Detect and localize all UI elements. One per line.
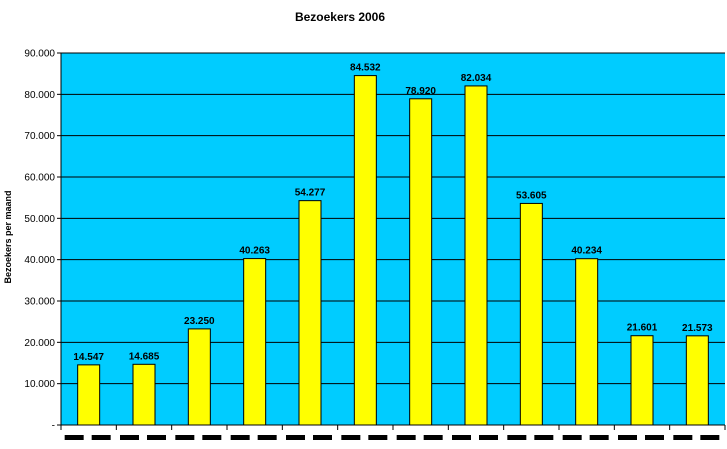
x-category-label-placeholder xyxy=(147,435,166,440)
y-axis-ticks: - 10.000 20.000 30.000 40.000 50.000 60.000 70.… xyxy=(24,49,62,432)
y-tick-label: 10.000 xyxy=(24,379,55,390)
data-label: 21.573 xyxy=(682,323,713,334)
y-axis-label: Bezoekers per maand xyxy=(3,190,13,283)
bar xyxy=(77,364,101,426)
x-category-label-placeholder xyxy=(341,435,361,440)
data-label: 54.277 xyxy=(295,188,326,199)
x-category-label-placeholder xyxy=(645,435,664,440)
data-label: 14.685 xyxy=(129,351,160,362)
data-label: 21.601 xyxy=(627,323,658,334)
bar xyxy=(464,85,488,426)
bar xyxy=(298,200,322,426)
x-category-label-placeholder xyxy=(589,435,609,440)
x-category-label-placeholder xyxy=(479,435,498,440)
x-category-label-placeholder xyxy=(64,435,84,440)
x-category-label-placeholder xyxy=(230,435,250,440)
x-category-label-placeholder xyxy=(202,435,222,440)
bar xyxy=(575,258,599,426)
x-category-label-placeholder xyxy=(534,435,554,440)
data-label: 84.532 xyxy=(350,63,381,74)
y-tick-label: 90.000 xyxy=(24,49,55,60)
x-category-label-placeholder xyxy=(396,435,416,440)
plot-area xyxy=(61,53,725,425)
y-tick-label: 50.000 xyxy=(24,214,55,225)
data-label: 82.034 xyxy=(461,73,492,84)
y-tick-label: 30.000 xyxy=(24,297,55,308)
y-tick-label: 70.000 xyxy=(24,131,55,142)
x-category-label-placeholder xyxy=(452,435,471,440)
bar xyxy=(132,363,156,426)
x-axis xyxy=(60,424,726,440)
bar xyxy=(243,258,267,426)
x-category-label-placeholder xyxy=(368,435,388,440)
x-category-label-placeholder xyxy=(562,435,582,440)
x-category-label-placeholder xyxy=(507,435,527,440)
bar xyxy=(187,328,211,426)
bar xyxy=(409,98,433,426)
bar xyxy=(630,335,654,426)
data-label: 40.234 xyxy=(571,246,602,257)
y-tick-label: 20.000 xyxy=(24,338,55,349)
data-label: 14.547 xyxy=(73,352,104,363)
bar xyxy=(685,335,709,426)
x-category-label-placeholder xyxy=(673,435,693,440)
data-label: 53.605 xyxy=(516,190,547,201)
chart-title: Bezoekers 2006 xyxy=(295,10,385,24)
bar xyxy=(353,75,377,426)
x-category-label-placeholder xyxy=(257,435,277,440)
data-label: 40.263 xyxy=(239,246,270,257)
x-category-label-placeholder xyxy=(423,435,443,440)
x-category-label-placeholder xyxy=(91,435,111,440)
x-category-label-placeholder xyxy=(313,435,332,440)
y-tick-label: 60.000 xyxy=(24,173,55,184)
y-tick-label: 40.000 xyxy=(24,255,55,266)
x-category-label-placeholder xyxy=(700,435,720,440)
y-tick-label: 80.000 xyxy=(24,90,55,101)
data-label: 23.250 xyxy=(184,316,215,327)
bar xyxy=(519,202,543,426)
data-labels: 14.547 14.685 23.250 40.263 54.277 84.532 78.9… xyxy=(73,63,713,363)
data-label: 78.920 xyxy=(405,86,436,97)
gridlines xyxy=(61,52,725,385)
x-category-label-placeholder xyxy=(286,435,305,440)
x-category-label-placeholder xyxy=(175,435,195,440)
x-category-label-placeholder xyxy=(120,435,139,440)
x-category-label-placeholder xyxy=(618,435,637,440)
y-tick-label: - xyxy=(52,421,55,432)
